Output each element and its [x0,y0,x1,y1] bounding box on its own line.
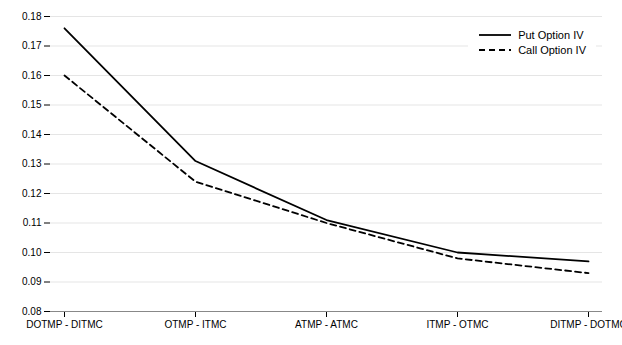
svg-text:DITMP - DOTMC: DITMP - DOTMC [550,319,622,330]
svg-text:0.13: 0.13 [22,158,42,169]
svg-text:DOTMP - DITMC: DOTMP - DITMC [26,319,102,330]
svg-text:0.08: 0.08 [22,306,42,317]
svg-text:ITMP - OTMC: ITMP - OTMC [426,319,488,330]
html-text:Put Option IV: Put Option IV [518,29,584,41]
html-text:Call Option IV: Call Option IV [518,44,586,56]
svg-text:0.18: 0.18 [22,11,42,22]
svg-text:0.11: 0.11 [23,217,42,228]
svg-text:0.14: 0.14 [22,129,42,140]
svg-text:0.10: 0.10 [22,247,42,258]
svg-text:0.16: 0.16 [22,70,42,81]
svg-text:0.09: 0.09 [22,276,42,287]
svg-text:OTMP - ITMC: OTMP - ITMC [164,319,226,330]
svg-text:ATMP - ATMC: ATMP - ATMC [295,319,358,330]
svg-text:0.12: 0.12 [22,188,42,199]
svg-text:0.15: 0.15 [22,99,42,110]
svg-text:0.17: 0.17 [22,40,42,51]
